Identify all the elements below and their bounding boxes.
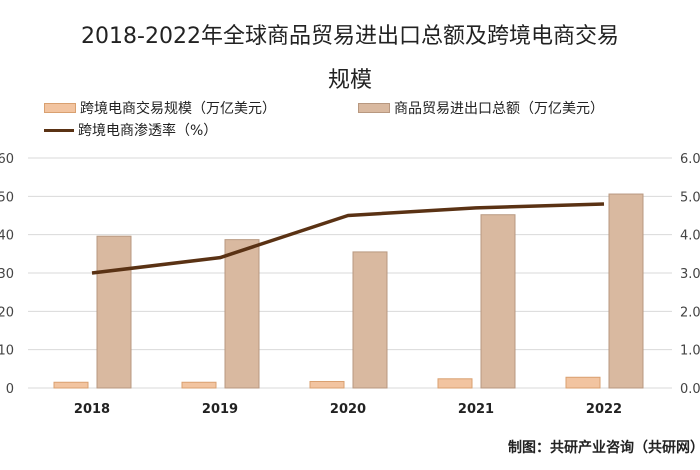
- y2-tick-label: 5.0: [680, 190, 700, 205]
- y2-tick-label: 1.0: [680, 344, 700, 359]
- bar-ecommerce: [565, 376, 601, 389]
- y-tick-label: 20: [0, 305, 14, 320]
- footer-source: 制图：共研产业咨询（共研网）: [508, 440, 700, 456]
- legend-label: 跨境电商交易规模（万亿美元）: [80, 101, 276, 117]
- legend-swatch: [44, 103, 76, 113]
- y2-tick-label: 3.0: [680, 267, 700, 282]
- y-tick-label: 30: [0, 267, 14, 282]
- legend-item-ecommerce: 跨境电商交易规模（万亿美元）: [44, 98, 276, 118]
- y2-tick-label: 2.0: [680, 305, 700, 320]
- y2-tick-label: 0.0: [680, 382, 700, 397]
- x-tick-label: 2021: [458, 402, 494, 417]
- y-tick-label: 10: [0, 344, 14, 359]
- bar-trade: [608, 193, 644, 389]
- legend-line: [44, 128, 74, 132]
- chart-title-line1: 2018-2022年全球商品贸易进出口总额及跨境电商交易: [81, 24, 619, 49]
- legend-item-penetration: 跨境电商渗透率（%）: [44, 120, 217, 140]
- line-penetration: [91, 202, 605, 275]
- bar-trade: [480, 214, 516, 389]
- legend-label: 跨境电商渗透率（%）: [78, 123, 218, 139]
- y-tick-label: 40: [0, 229, 14, 244]
- x-tick-label: 2018: [74, 402, 110, 417]
- x-tick-label: 2020: [330, 402, 366, 417]
- chart-title-line2: 规模: [327, 68, 372, 93]
- y2-tick-label: 6.0: [680, 152, 700, 167]
- y-tick-label: 0: [6, 382, 14, 397]
- x-tick-label: 2022: [586, 402, 622, 417]
- y2-tick-label: 4.0: [680, 229, 700, 244]
- bar-trade: [224, 239, 260, 389]
- bar-ecommerce: [437, 378, 473, 389]
- y-tick-label: 60: [0, 152, 14, 167]
- legend-item-trade: 商品贸易进出口总额（万亿美元）: [358, 98, 604, 118]
- bar-ecommerce: [53, 381, 89, 389]
- y-tick-label: 50: [0, 190, 14, 205]
- bar-trade: [352, 251, 388, 389]
- bar-trade: [96, 235, 132, 389]
- legend-label: 商品贸易进出口总额（万亿美元）: [394, 101, 604, 117]
- bar-ecommerce: [181, 381, 217, 389]
- bar-ecommerce: [309, 380, 345, 389]
- x-tick-label: 2019: [202, 402, 238, 417]
- legend-swatch: [358, 103, 390, 113]
